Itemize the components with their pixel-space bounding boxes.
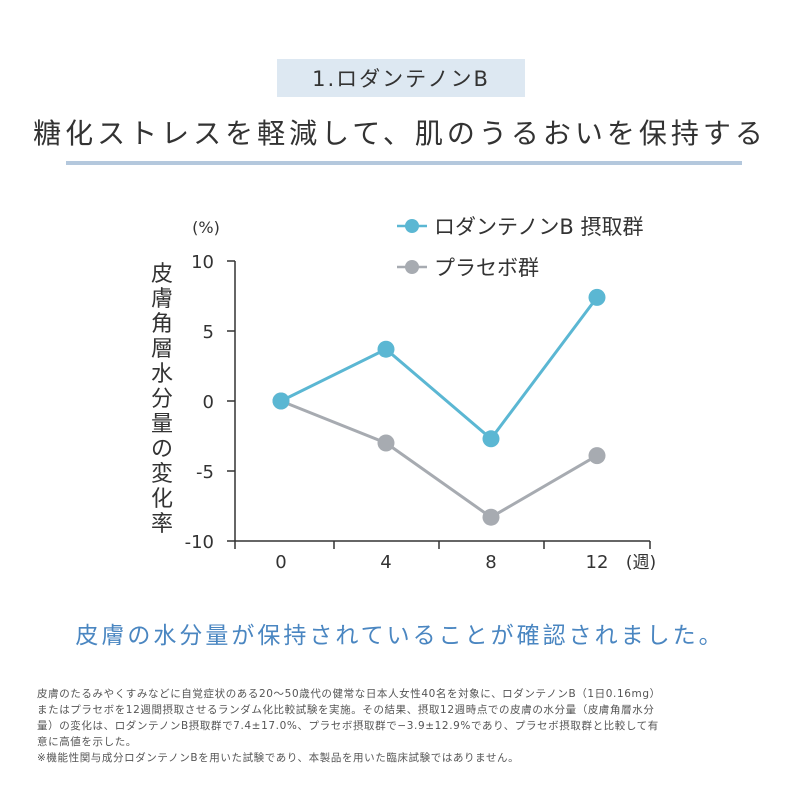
legend-label: プラセボ群: [434, 256, 539, 280]
y-axis-label-char: 化: [150, 487, 173, 512]
y-axis-label-char: 量: [150, 412, 173, 437]
section-badge: 1.ロダンテノンB: [277, 59, 525, 97]
y-tick-label: 10: [191, 252, 214, 273]
data-point: [588, 288, 606, 306]
y-tick-label: -10: [185, 532, 214, 553]
y-axis-label-char: 膚: [150, 287, 173, 312]
y-axis-label-char: 皮: [150, 262, 173, 287]
y-tick-label: 5: [203, 322, 214, 343]
x-tick-label: 4: [380, 552, 391, 573]
footnote-line: 量）の変化は、ロダンテノンB摂取群で7.4±17.0%、プラセボ摂取群で−3.9…: [37, 720, 659, 732]
y-axis-label: 皮膚角層水分量の変化率: [147, 262, 177, 537]
x-tick-label: 0: [275, 552, 286, 573]
y-axis-label-char: 率: [150, 512, 173, 537]
y-axis-label-char: 変: [150, 462, 173, 487]
x-tick-label: 8: [485, 552, 496, 573]
x-tick-label: 12: [586, 552, 609, 573]
legend-marker: [405, 219, 419, 233]
conclusion-text: 皮膚の水分量が保持されていることが確認されました。: [75, 623, 725, 649]
y-unit-label: (%): [192, 218, 220, 237]
footnote-line: またはプラセボを12週間摂取させるランダム化比較試験を実施。その結果、摂取12週…: [37, 704, 655, 716]
x-unit-label: (週): [626, 553, 656, 573]
y-tick-label: 0: [203, 392, 214, 413]
y-axis-label-char: 層: [150, 337, 173, 362]
y-axis-label-char: 角: [150, 312, 173, 337]
series-line: [280, 399, 598, 519]
data-point: [588, 447, 606, 465]
data-point: [377, 434, 395, 452]
y-axis-label-char: 水: [150, 362, 173, 387]
footnote-line: ※機能性関与成分ロダンテノンBを用いた試験であり、本製品を用いた臨床試験ではあり…: [37, 752, 520, 764]
data-point: [272, 392, 290, 410]
footnote: 皮膚のたるみやくすみなどに自覚症状のある20〜50歳代の健常な日本人女性40名を…: [37, 686, 777, 766]
data-point: [377, 340, 395, 358]
y-axis-label-char: 分: [150, 387, 173, 412]
y-tick-label: -5: [196, 462, 214, 483]
legend-marker: [405, 260, 419, 274]
footnote-line: 意に高値を示した。: [37, 736, 137, 748]
data-point: [482, 430, 500, 448]
footnote-line: 皮膚のたるみやくすみなどに自覚症状のある20〜50歳代の健常な日本人女性40名を…: [37, 688, 661, 700]
data-point: [482, 508, 500, 526]
y-axis-label-char: の: [150, 437, 173, 462]
divider: [66, 161, 742, 165]
series-line: [280, 296, 599, 441]
legend-label: ロダンテノンB 摂取群: [434, 215, 643, 239]
headline: 糖化ストレスを軽減して、肌のうるおいを保持する: [33, 117, 767, 150]
